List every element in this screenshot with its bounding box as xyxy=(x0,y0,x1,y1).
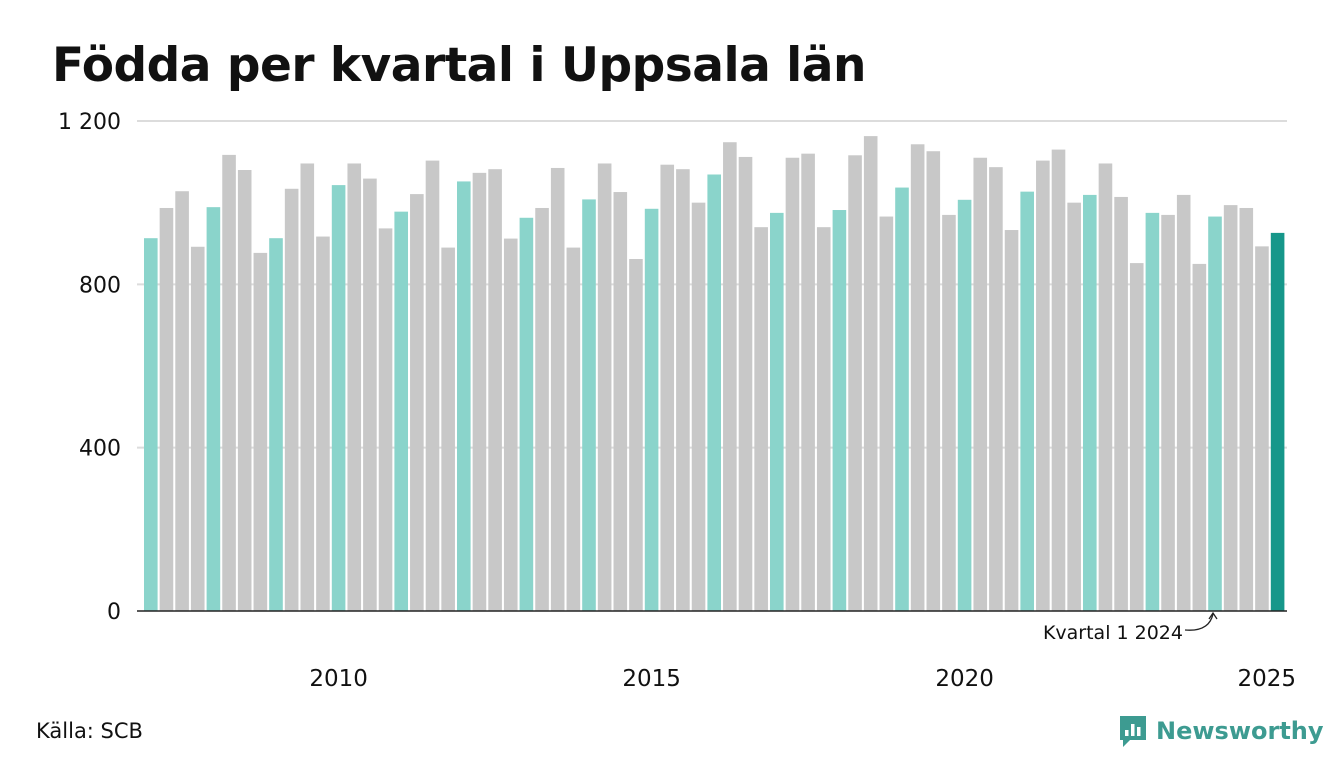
bar-2016-q2 xyxy=(723,142,737,611)
bar-2009-q1 xyxy=(269,238,283,612)
bars xyxy=(144,136,1285,612)
bar-2024-q3 xyxy=(1239,207,1254,611)
brand[interactable]: Newsworthy xyxy=(1118,714,1324,748)
bar-2014-q1 xyxy=(582,199,596,611)
bar-2011-q2 xyxy=(410,194,424,611)
bar-2011-q1 xyxy=(394,211,408,611)
bar-2013-q1 xyxy=(519,217,534,611)
bar-2022-q1 xyxy=(1083,194,1097,612)
bar-2014-q4 xyxy=(629,259,643,611)
bar-2012-q2 xyxy=(472,172,487,611)
bar-2018-q2 xyxy=(848,155,862,612)
bar-2019-q2 xyxy=(910,144,925,611)
bar-2021-q4 xyxy=(1067,202,1081,611)
y-tick-label: 800 xyxy=(79,273,121,298)
bar-2015-q4 xyxy=(691,202,706,611)
bar-2020-q3 xyxy=(989,167,1003,611)
bar-2023-q4 xyxy=(1192,263,1207,611)
bar-2008-q4 xyxy=(253,252,268,611)
y-tick-label: 400 xyxy=(79,437,121,462)
bar-2020-q4 xyxy=(1004,230,1019,611)
bar-2024-q4 xyxy=(1255,246,1269,611)
bar-2008-q3 xyxy=(237,170,252,611)
x-tick-label: 2015 xyxy=(622,666,681,692)
x-tick-label: 2025 xyxy=(1237,666,1296,692)
bar-2023-q2 xyxy=(1161,214,1175,611)
bar-2019-q1 xyxy=(895,187,909,611)
bar-2015-q3 xyxy=(676,169,690,611)
annotation-arrow xyxy=(1184,613,1214,631)
bar-2020-q1 xyxy=(957,199,972,611)
newsworthy-logo-icon xyxy=(1120,716,1146,747)
bar-2009-q2 xyxy=(284,188,299,612)
brand-name: Newsworthy xyxy=(1156,717,1324,745)
x-tick-label: 2020 xyxy=(935,666,994,692)
bar-2021-q1 xyxy=(1020,191,1034,611)
bar-2010-q3 xyxy=(363,178,377,611)
bar-2008-q2 xyxy=(222,154,236,611)
bar-2010-q1 xyxy=(331,185,346,611)
bar-2018-q3 xyxy=(863,136,878,611)
bar-2019-q3 xyxy=(926,151,941,611)
bar-2017-q2 xyxy=(785,157,800,611)
bar-2017-q3 xyxy=(801,153,815,611)
bar-2016-q3 xyxy=(738,156,753,611)
bar-2018-q4 xyxy=(879,216,894,612)
annotation-arrowhead xyxy=(1208,611,1218,620)
bar-2017-q4 xyxy=(816,227,831,611)
bar-2007-q1 xyxy=(144,238,158,612)
bar-2008-q1 xyxy=(206,207,221,612)
y-tick-label: 1 200 xyxy=(58,110,121,135)
bar-2015-q1 xyxy=(644,208,659,611)
bar-2015-q2 xyxy=(660,164,675,612)
source-label: Källa: SCB xyxy=(36,719,143,743)
bar-2016-q4 xyxy=(754,227,768,611)
bar-2013-q4 xyxy=(566,247,581,612)
bar-2021-q3 xyxy=(1051,149,1066,612)
bar-2013-q2 xyxy=(535,207,549,611)
chart-title: Födda per kvartal i Uppsala län xyxy=(52,38,866,93)
bar-2024-q2 xyxy=(1223,205,1238,611)
bar-2009-q3 xyxy=(300,163,315,611)
bar-2023-q3 xyxy=(1176,194,1191,612)
bar-2007-q3 xyxy=(175,191,189,611)
bar-2010-q4 xyxy=(378,228,393,611)
bar-2009-q4 xyxy=(316,236,330,611)
bar-2012-q4 xyxy=(503,238,518,611)
bar-2022-q3 xyxy=(1114,196,1128,611)
x-tick-label: 2010 xyxy=(309,666,368,692)
bar-2022-q4 xyxy=(1129,263,1144,611)
bar-2011-q4 xyxy=(441,247,455,612)
bar-2014-q2 xyxy=(597,163,612,611)
bar-2007-q2 xyxy=(159,207,174,611)
bar-2007-q4 xyxy=(190,246,205,611)
x-axis-labels: 2010 2015 2020 2025 xyxy=(309,666,1296,692)
bar-2010-q2 xyxy=(347,163,362,611)
bar-2021-q2 xyxy=(1036,160,1050,611)
bar-2018-q1 xyxy=(832,210,847,611)
y-axis-labels: 0 400 800 1 200 xyxy=(58,110,121,625)
annotation-label: Kvartal 1 2024 xyxy=(1043,622,1183,644)
bar-2016-q1 xyxy=(707,174,721,611)
bar-2012-q1 xyxy=(457,181,471,611)
annotation: Kvartal 1 2024 xyxy=(1043,611,1218,644)
bar-2022-q2 xyxy=(1098,163,1113,611)
bar-2013-q3 xyxy=(550,167,565,612)
bar-2017-q1 xyxy=(770,212,784,611)
bar-2011-q3 xyxy=(425,160,440,611)
y-tick-label: 0 xyxy=(107,600,121,625)
bar-2014-q3 xyxy=(613,192,628,612)
bar-2024-q1 xyxy=(1208,216,1222,612)
bar-2023-q1 xyxy=(1145,212,1160,611)
bar-2020-q2 xyxy=(973,157,988,611)
bar-2019-q4 xyxy=(942,214,956,611)
bar-2012-q3 xyxy=(488,169,502,611)
bar-2025-q1 xyxy=(1270,232,1285,611)
